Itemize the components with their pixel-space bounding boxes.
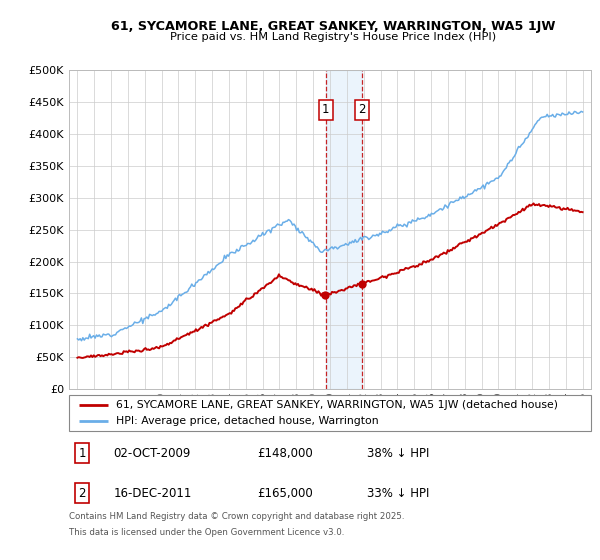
- Text: 02-OCT-2009: 02-OCT-2009: [113, 447, 191, 460]
- Text: This data is licensed under the Open Government Licence v3.0.: This data is licensed under the Open Gov…: [69, 528, 344, 536]
- Text: 61, SYCAMORE LANE, GREAT SANKEY, WARRINGTON, WA5 1JW: 61, SYCAMORE LANE, GREAT SANKEY, WARRING…: [111, 20, 555, 32]
- Text: 1: 1: [322, 104, 329, 116]
- Text: 2: 2: [78, 487, 86, 500]
- Text: 38% ↓ HPI: 38% ↓ HPI: [367, 447, 429, 460]
- Text: £165,000: £165,000: [257, 487, 313, 500]
- Text: 33% ↓ HPI: 33% ↓ HPI: [367, 487, 429, 500]
- Text: Contains HM Land Registry data © Crown copyright and database right 2025.: Contains HM Land Registry data © Crown c…: [69, 512, 404, 521]
- Text: 2: 2: [359, 104, 366, 116]
- Text: HPI: Average price, detached house, Warrington: HPI: Average price, detached house, Warr…: [116, 417, 379, 426]
- Text: 1: 1: [78, 447, 86, 460]
- Text: £148,000: £148,000: [257, 447, 313, 460]
- Bar: [326, 70, 362, 389]
- Text: 16-DEC-2011: 16-DEC-2011: [113, 487, 192, 500]
- Text: 61, SYCAMORE LANE, GREAT SANKEY, WARRINGTON, WA5 1JW (detached house): 61, SYCAMORE LANE, GREAT SANKEY, WARRING…: [116, 400, 558, 409]
- FancyBboxPatch shape: [69, 395, 591, 431]
- Text: Price paid vs. HM Land Registry's House Price Index (HPI): Price paid vs. HM Land Registry's House …: [170, 32, 496, 43]
